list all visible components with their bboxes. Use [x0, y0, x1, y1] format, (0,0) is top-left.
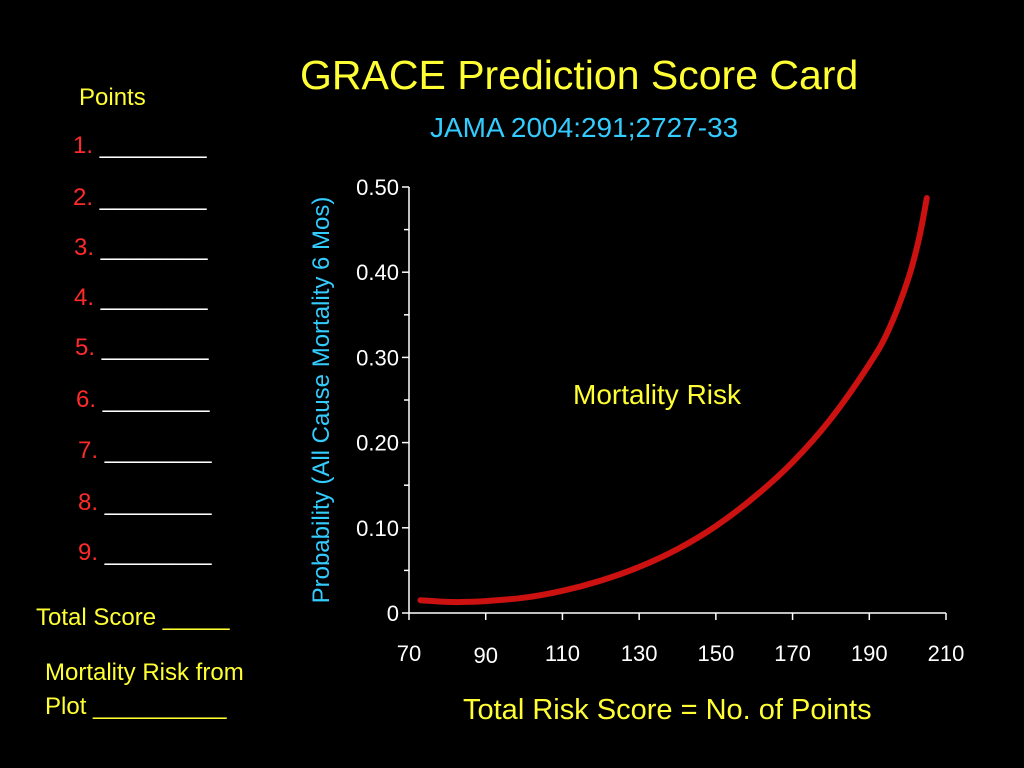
- points-row-number: 2.: [73, 184, 94, 211]
- chart-title: GRACE Prediction Score Card: [300, 52, 859, 98]
- points-row-blank: ________: [104, 489, 212, 516]
- total-score-field: Total Score _____: [36, 604, 230, 631]
- y-tick-label: 0.30: [356, 345, 399, 370]
- points-row-number: 3.: [74, 234, 95, 261]
- y-tick-label: 0.10: [356, 516, 399, 541]
- y-tick-label: 0.20: [356, 431, 399, 456]
- mortality-risk-field: Mortality Risk from Plot __________: [45, 656, 244, 724]
- chart-subtitle: JAMA 2004:291;2727-33: [430, 112, 739, 143]
- points-row-1: 1. ________: [73, 132, 206, 160]
- y-tick-label: 0.50: [356, 175, 399, 200]
- mortality-risk-line-1: Mortality Risk from: [45, 659, 244, 686]
- chart-series: [417, 195, 930, 606]
- x-tick-label: 90: [473, 643, 497, 668]
- points-row-2: 2. ________: [73, 184, 206, 212]
- points-row-blank: ________: [100, 284, 208, 311]
- x-tick-label: 150: [697, 641, 734, 666]
- points-row-4: 4. ________: [74, 284, 207, 312]
- mortality-risk-curve: [417, 195, 930, 606]
- chart-annotation: Mortality Risk: [573, 379, 742, 410]
- points-row-blank: ________: [101, 334, 209, 361]
- points-row-blank: ________: [104, 437, 212, 464]
- points-row-5: 5. ________: [75, 334, 208, 362]
- x-tick-label: 130: [621, 641, 658, 666]
- points-row-blank: ________: [99, 184, 207, 211]
- y-tick-label: 0: [387, 601, 399, 626]
- points-row-number: 5.: [75, 334, 96, 361]
- points-row-number: 1.: [73, 132, 94, 159]
- x-tick-label: 170: [774, 641, 811, 666]
- points-row-number: 6.: [76, 386, 97, 413]
- chart-ticks: 0 0.10 0.20 0.30 0.40 0.50 70 90 110 130 150 170 190…: [356, 175, 964, 668]
- x-axis-label: Total Risk Score = No. of Points: [463, 694, 872, 726]
- points-row-number: 8.: [78, 489, 99, 516]
- mortality-risk-line-2: Plot __________: [45, 693, 227, 720]
- points-row-number: 4.: [74, 284, 95, 311]
- y-axis-label: Probability (All Cause Mortality 6 Mos): [308, 196, 335, 604]
- points-row-3: 3. ________: [74, 234, 207, 262]
- points-heading: Points: [79, 84, 146, 111]
- points-row-blank: ________: [104, 539, 212, 566]
- x-tick-label: 70: [397, 641, 421, 666]
- x-tick-label: 210: [928, 641, 965, 666]
- x-tick-label: 190: [851, 641, 888, 666]
- points-row-9: 9. ________: [78, 539, 211, 567]
- points-row-number: 7.: [78, 437, 99, 464]
- points-row-blank: ________: [102, 386, 210, 413]
- points-row-7: 7. ________: [78, 437, 211, 465]
- points-row-6: 6. ________: [76, 386, 209, 414]
- x-tick-label: 110: [545, 641, 580, 666]
- points-row-number: 9.: [78, 539, 99, 566]
- points-row-8: 8. ________: [78, 489, 211, 517]
- points-row-blank: ________: [100, 234, 208, 261]
- points-row-blank: ________: [99, 132, 207, 159]
- y-tick-label: 0.40: [356, 260, 399, 285]
